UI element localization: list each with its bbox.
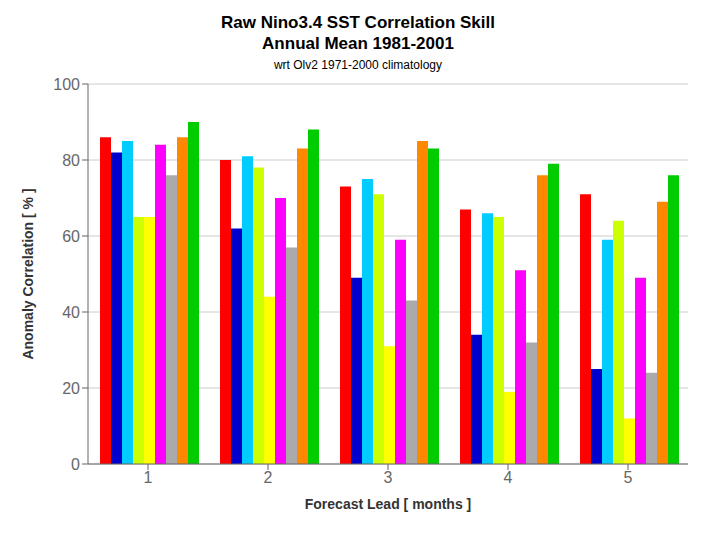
svg-text:5: 5 bbox=[624, 469, 633, 486]
svg-text:60: 60 bbox=[62, 228, 80, 245]
html-text:Annual Mean 1981-2001: Annual Mean 1981-2001 bbox=[262, 34, 454, 53]
svg-text:20: 20 bbox=[62, 380, 80, 397]
svg-text:2: 2 bbox=[264, 469, 273, 486]
svg-text:3: 3 bbox=[384, 469, 393, 486]
svg-text:1: 1 bbox=[144, 469, 153, 486]
svg-text:Anomaly Correlation [ % ]: Anomaly Correlation [ % ] bbox=[20, 188, 36, 359]
svg-text:40: 40 bbox=[62, 304, 80, 321]
svg-text:0: 0 bbox=[71, 456, 80, 473]
html-text:wrt Olv2 1971-2000 climatology: wrt Olv2 1971-2000 climatology bbox=[274, 58, 442, 72]
svg-text:4: 4 bbox=[504, 469, 513, 486]
svg-text:100: 100 bbox=[53, 76, 80, 93]
svg-text:Forecast Lead [ months ]: Forecast Lead [ months ] bbox=[305, 496, 471, 512]
html-text:Raw Nino3.4 SST Correlation Sk: Raw Nino3.4 SST Correlation Skill bbox=[221, 13, 495, 32]
svg-text:80: 80 bbox=[62, 152, 80, 169]
